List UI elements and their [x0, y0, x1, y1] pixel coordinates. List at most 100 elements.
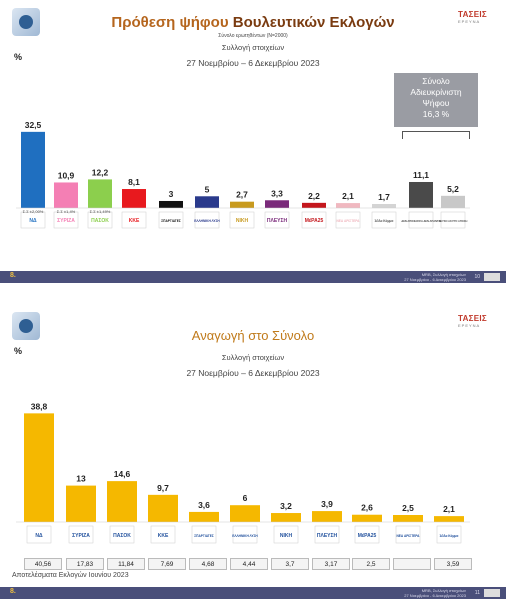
- bar-νεα-αριστερα: [336, 203, 360, 208]
- bar-νδ: [21, 132, 45, 208]
- election-result-cell: 3,7: [271, 558, 309, 570]
- category-label-νδ: ΝΔ: [29, 218, 37, 224]
- value-label-κκε: 8,1: [128, 177, 140, 187]
- category-label-νεα-αριστερα: ΝΕΑ ΑΡΙΣΤΕΡΑ: [397, 534, 421, 538]
- footer-source: MRB, Συλλογή στοιχείων 27 Νοεμβρίου - 6 …: [404, 272, 466, 282]
- footer-source-line2: 27 Νοεμβρίου - 6 Δεκεμβρίου 2023: [404, 593, 466, 598]
- bar-μέρα25: [302, 203, 326, 208]
- footer-page-number: 10: [474, 274, 480, 280]
- category-label-άλλο-κόμμα: Άλλο Κόμμα: [375, 219, 394, 223]
- category-label-νικη: ΝΙΚΗ: [280, 533, 293, 539]
- footer-source-line2: 27 Νοεμβρίου - 6 Δεκεμβρίου 2023: [404, 277, 466, 282]
- election-result-cell: 7,69: [148, 558, 186, 570]
- category-label-πλευση: ΠΛΕΥΣΗ: [317, 533, 338, 539]
- slide-vote-intention: ΤΑΣΕΙΣ ΕΡΕΥΝΑ Πρόθεση ψήφου Βουλευτικών …: [0, 0, 506, 290]
- category-label-μέρα25: ΜέΡΑ25: [358, 533, 377, 539]
- election-results-label: Αποτελέσματα Εκλογών Ιουνίου 2023: [12, 572, 129, 579]
- election-result-cell: 3,59: [434, 558, 472, 570]
- category-label-σπαρτιατες: ΣΠΑΡΤΙΑΤΕΣ: [194, 534, 214, 538]
- footer-badge: [484, 589, 500, 597]
- bar-νδ: [24, 413, 54, 522]
- category-label-ελληνικη-λυση: ΕΛΛΗΝΙΚΗ ΛΥΣΗ: [194, 219, 220, 223]
- bar-μέρα25: [352, 515, 382, 522]
- election-result-cell: 11,84: [107, 558, 145, 570]
- bar-ελληνικη-λυση: [230, 505, 260, 522]
- bar-συριζα: [54, 182, 78, 208]
- value-label-συριζα: 10,9: [58, 170, 75, 180]
- category-label-ελληνικη-λυση: ΕΛΛΗΝΙΚΗ ΛΥΣΗ: [232, 534, 258, 538]
- value-label-ελληνικη-λυση: 6: [243, 493, 248, 503]
- election-result-cell: 2,5: [352, 558, 390, 570]
- footer-badge: [484, 273, 500, 281]
- value-label-ελληνικη-λυση: 5: [205, 184, 210, 194]
- election-result-cell: 40,56: [24, 558, 62, 570]
- election-result-cell: 4,68: [189, 558, 227, 570]
- footer-page-label: 8.: [10, 588, 16, 595]
- election-result-cell: 3,17: [312, 558, 350, 570]
- bar-λευκο-ακυρο-αποχη: [441, 196, 465, 208]
- election-result-cell: 4,44: [230, 558, 268, 570]
- category-label-πλευση: ΠΛΕΥΣΗ: [267, 218, 288, 224]
- value-label-νικη: 2,7: [236, 190, 248, 200]
- value-label-κκε: 9,7: [157, 483, 169, 493]
- category-label-λευκο-ακυρο-αποχη: ΛΕΥΚΟ ΑΚΥΡΟ ΑΠΟΧΗ: [439, 219, 468, 223]
- value-label-σπαρτιατες: 3,6: [198, 500, 210, 510]
- bar-συριζα: [66, 486, 96, 522]
- footer-source: MRB, Συλλογή στοιχείων 27 Νοεμβρίου - 6 …: [404, 588, 466, 598]
- bar-άλλο-κόμμα: [372, 204, 396, 208]
- bar-πασοκ: [88, 179, 112, 208]
- election-result-cell: [393, 558, 431, 570]
- error-label-1: Σ.Σ ±1,4%: [57, 209, 76, 214]
- value-label-πασοκ: 14,6: [114, 469, 131, 479]
- category-label-νδ: ΝΔ: [35, 533, 43, 539]
- footer-page-number: 11: [475, 590, 480, 596]
- value-label-μέρα25: 2,2: [308, 191, 320, 201]
- footer-bar: 8. MRB, Συλλογή στοιχείων 27 Νοεμβρίου -…: [0, 587, 506, 599]
- footer-page-label: 8.: [10, 272, 16, 279]
- category-label-νεα-αριστερα: ΝΕΑ ΑΡΙΣΤΕΡΑ: [337, 219, 361, 223]
- category-label-μέρα25: ΜέΡΑ25: [305, 218, 324, 224]
- value-label-νεα-αριστερα: 2,1: [342, 191, 354, 201]
- value-label-πλευση: 3,3: [271, 188, 283, 198]
- bar-άλλο-κόμμα: [434, 516, 464, 522]
- vote-intention-chart: 32,5ΝΔ10,9ΣΥΡΙΖΑ12,2ΠΑΣΟΚ8,1ΚΚΕ3ΣΠΑΡΤΙΑΤ…: [0, 0, 506, 290]
- error-label-2: Σ.Σ ±1,49%: [90, 209, 111, 214]
- bar-δεν-αποφασισα-δεν-απαντω: [409, 182, 433, 208]
- value-label-μέρα25: 2,6: [361, 503, 373, 513]
- category-label-κκε: ΚΚΕ: [129, 218, 140, 224]
- value-label-σπαρτιατες: 3: [169, 189, 174, 199]
- category-label-πασοκ: ΠΑΣΟΚ: [91, 218, 109, 224]
- value-label-λευκο-ακυρο-αποχη: 5,2: [447, 184, 459, 194]
- bar-νεα-αριστερα: [393, 515, 423, 522]
- value-label-συριζα: 13: [76, 474, 86, 484]
- value-label-νικη: 3,2: [280, 501, 292, 511]
- bar-κκε: [122, 189, 146, 208]
- bar-κκε: [148, 495, 178, 522]
- error-label-0: Σ.Σ ±2,00%: [23, 209, 44, 214]
- value-label-νδ: 38,8: [31, 401, 48, 411]
- bar-νικη: [230, 202, 254, 208]
- bar-σπαρτιατες: [189, 512, 219, 522]
- bar-πλευση: [265, 200, 289, 208]
- value-label-δεν-αποφασισα-δεν-απαντω: 11,1: [413, 170, 429, 180]
- footer-bar: 8. MRB, Συλλογή στοιχείων 27 Νοεμβρίου -…: [0, 271, 506, 283]
- value-label-άλλο-κόμμα: 2,1: [443, 504, 455, 514]
- bar-σπαρτιατες: [159, 201, 183, 208]
- value-label-νεα-αριστερα: 2,5: [402, 503, 414, 513]
- bar-πασοκ: [107, 481, 137, 522]
- projection-chart: 38,8ΝΔ13ΣΥΡΙΖΑ14,6ΠΑΣΟΚ9,7ΚΚΕ3,6ΣΠΑΡΤΙΑΤ…: [0, 308, 506, 558]
- value-label-νδ: 32,5: [25, 120, 42, 130]
- category-label-άλλο-κόμμα: Άλλο Κόμμα: [440, 534, 459, 538]
- election-result-cell: 17,83: [66, 558, 104, 570]
- slide-projection: % ΤΑΣΕΙΣ ΕΡΕΥΝΑ Αναγωγή στο Σύνολο Συλλο…: [0, 308, 506, 607]
- value-label-πλευση: 3,9: [321, 499, 333, 509]
- bar-ελληνικη-λυση: [195, 196, 219, 208]
- bar-πλευση: [312, 511, 342, 522]
- category-label-πασοκ: ΠΑΣΟΚ: [113, 533, 131, 539]
- category-label-νικη: ΝΙΚΗ: [236, 218, 249, 224]
- value-label-πασοκ: 12,2: [92, 167, 109, 177]
- category-label-δεν-αποφασισα-δεν-απαντω: ΔΕΝ ΑΠΟΦΑΣΙΣΑ ΔΕΝ ΑΠΑΝΤΩ: [401, 219, 440, 223]
- election-results-row: 40,5617,8311,847,694,684,443,73,172,53,5…: [20, 558, 468, 570]
- bar-νικη: [271, 513, 301, 522]
- value-label-άλλο-κόμμα: 1,7: [378, 192, 390, 202]
